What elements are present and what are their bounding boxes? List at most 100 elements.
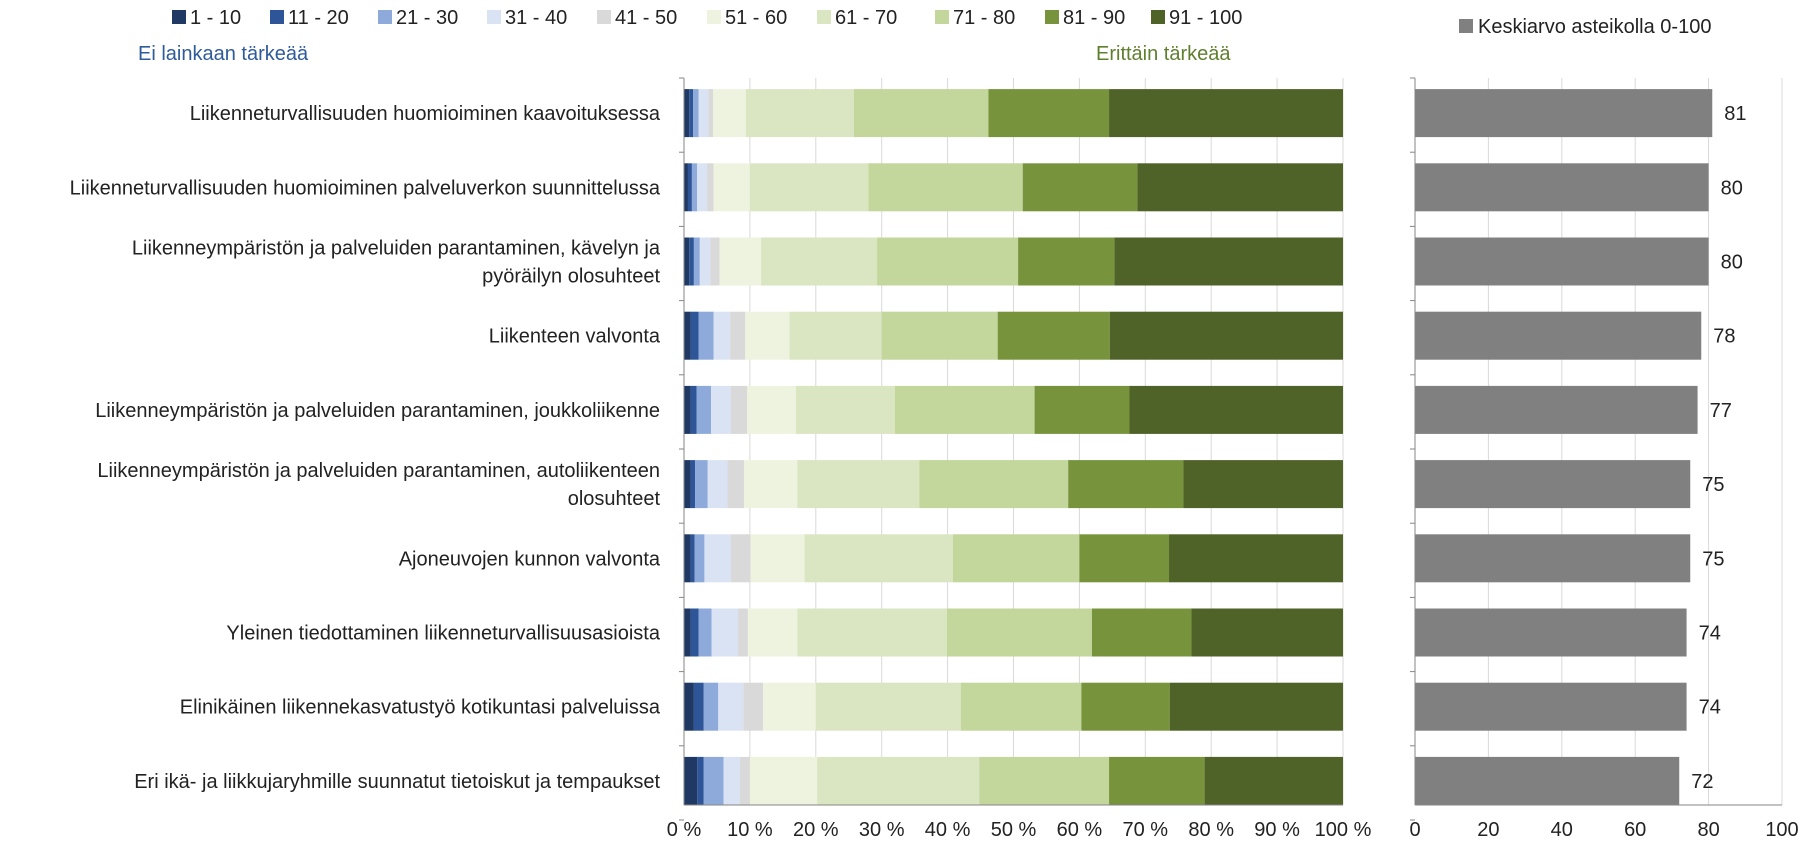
annotation-not-important: Ei lainkaan tärkeää <box>138 43 309 65</box>
mean-bar <box>1415 608 1687 657</box>
x-tick-label: 60 <box>1624 819 1646 841</box>
bar-segment <box>730 311 746 360</box>
bar-segment <box>689 89 694 138</box>
category-labels: Liikenneturvallisuuden huomioiminen kaav… <box>70 103 661 793</box>
bar-segment <box>687 163 692 212</box>
value-label: 80 <box>1721 252 1743 274</box>
bar-segment <box>817 756 980 805</box>
stacked-chart-legend: 1 - 10 11 - 20 21 - 30 31 - 40 41 - 50 51 - 6… <box>172 7 1242 29</box>
legend-swatch <box>935 10 949 24</box>
bar-segment <box>960 682 1082 731</box>
bar-segment <box>919 460 1069 509</box>
category-label: Liikenneturvallisuuden huomioiminen palv… <box>70 177 661 199</box>
category-label: Liikenteen valvonta <box>489 326 661 348</box>
category-label: Liikenneympäristön ja palveluiden parant… <box>95 400 660 422</box>
category-label: Liikenneympäristön ja palveluiden parant… <box>132 238 661 260</box>
bar-segment <box>946 608 1092 657</box>
bar-segment <box>684 89 690 138</box>
x-tick-label: 100 % <box>1315 819 1372 841</box>
value-label: 72 <box>1691 771 1713 793</box>
value-label: 74 <box>1699 697 1721 719</box>
bar-segment <box>1169 534 1343 583</box>
legend-swatch <box>378 10 392 24</box>
bar-segment <box>711 385 731 434</box>
bar-segment <box>703 682 719 731</box>
bar-segment <box>952 534 1080 583</box>
legend-swatch <box>817 10 831 24</box>
bar-segment <box>1081 682 1170 731</box>
legend-label: 91 - 100 <box>1169 7 1242 29</box>
bar-segment <box>868 163 1023 212</box>
bar-segment <box>1109 311 1343 360</box>
bar-segment <box>710 237 720 286</box>
bar-segment <box>749 163 869 212</box>
bar-segment <box>745 89 855 138</box>
mean-bar <box>1415 756 1680 805</box>
mean-bar <box>1415 163 1709 212</box>
bar-segment <box>747 608 798 657</box>
bar-segment <box>745 311 790 360</box>
stacked-chart-bars <box>684 89 1343 805</box>
annotation-very-important: Erittäin tärkeää <box>1096 43 1231 65</box>
bar-segment <box>698 89 709 138</box>
bar-segment <box>704 534 731 583</box>
bar-segment <box>877 237 1019 286</box>
bar-segment <box>690 460 696 509</box>
bar-segment <box>699 237 711 286</box>
bar-segment <box>1204 756 1343 805</box>
bar-segment <box>697 163 708 212</box>
category-label: Liikenneturvallisuuden huomioiminen kaav… <box>190 103 661 125</box>
bar-segment <box>796 385 895 434</box>
mean-chart-legend: Keskiarvo asteikolla 0-100 <box>1459 16 1711 38</box>
bar-segment <box>740 756 750 805</box>
value-label: 75 <box>1702 474 1724 496</box>
bar-segment <box>684 311 691 360</box>
x-tick-label: 30 % <box>859 819 905 841</box>
bar-segment <box>1079 534 1170 583</box>
bar-segment <box>749 756 818 805</box>
x-tick-label: 80 % <box>1188 819 1234 841</box>
bar-segment <box>693 89 699 138</box>
legend-label: 61 - 70 <box>835 7 897 29</box>
legend-label: Keskiarvo asteikolla 0-100 <box>1478 16 1711 38</box>
bar-segment <box>703 756 724 805</box>
bar-segment <box>684 682 694 731</box>
bar-segment <box>1129 385 1343 434</box>
mean-bar <box>1415 89 1713 138</box>
bar-segment <box>718 682 744 731</box>
mean-bar <box>1415 534 1691 583</box>
bar-segment <box>707 163 714 212</box>
bar-segment <box>723 756 741 805</box>
legend-label: 11 - 20 <box>288 7 349 29</box>
x-tick-label: 50 % <box>991 819 1037 841</box>
x-tick-label: 20 <box>1477 819 1499 841</box>
category-label: Yleinen tiedottaminen liikenneturvallisu… <box>226 623 660 645</box>
category-label: Ajoneuvojen kunnon valvonta <box>399 548 661 570</box>
bar-segment <box>693 237 700 286</box>
bar-segment <box>988 89 1110 138</box>
value-label: 77 <box>1710 400 1732 422</box>
legend-swatch <box>597 10 611 24</box>
x-tick-label: 90 % <box>1254 819 1300 841</box>
bar-segment <box>881 311 998 360</box>
legend-label: 31 - 40 <box>505 7 567 29</box>
bar-segment <box>698 311 714 360</box>
x-tick-label: 80 <box>1697 819 1719 841</box>
mean-bar <box>1415 311 1702 360</box>
bar-segment <box>712 89 746 138</box>
value-label: 75 <box>1702 548 1724 570</box>
legend-label: 71 - 80 <box>953 7 1015 29</box>
legend-label: 41 - 50 <box>615 7 677 29</box>
bar-segment <box>693 682 704 731</box>
mean-chart-bars <box>1415 89 1713 805</box>
bar-segment <box>698 608 712 657</box>
bar-segment <box>713 311 731 360</box>
bar-segment <box>684 163 688 212</box>
bar-segment <box>743 682 764 731</box>
x-tick-label: 10 % <box>727 819 773 841</box>
bar-segment <box>1109 89 1343 138</box>
bar-segment <box>797 608 947 657</box>
bar-segment <box>747 385 797 434</box>
x-tick-label: 40 <box>1551 819 1573 841</box>
